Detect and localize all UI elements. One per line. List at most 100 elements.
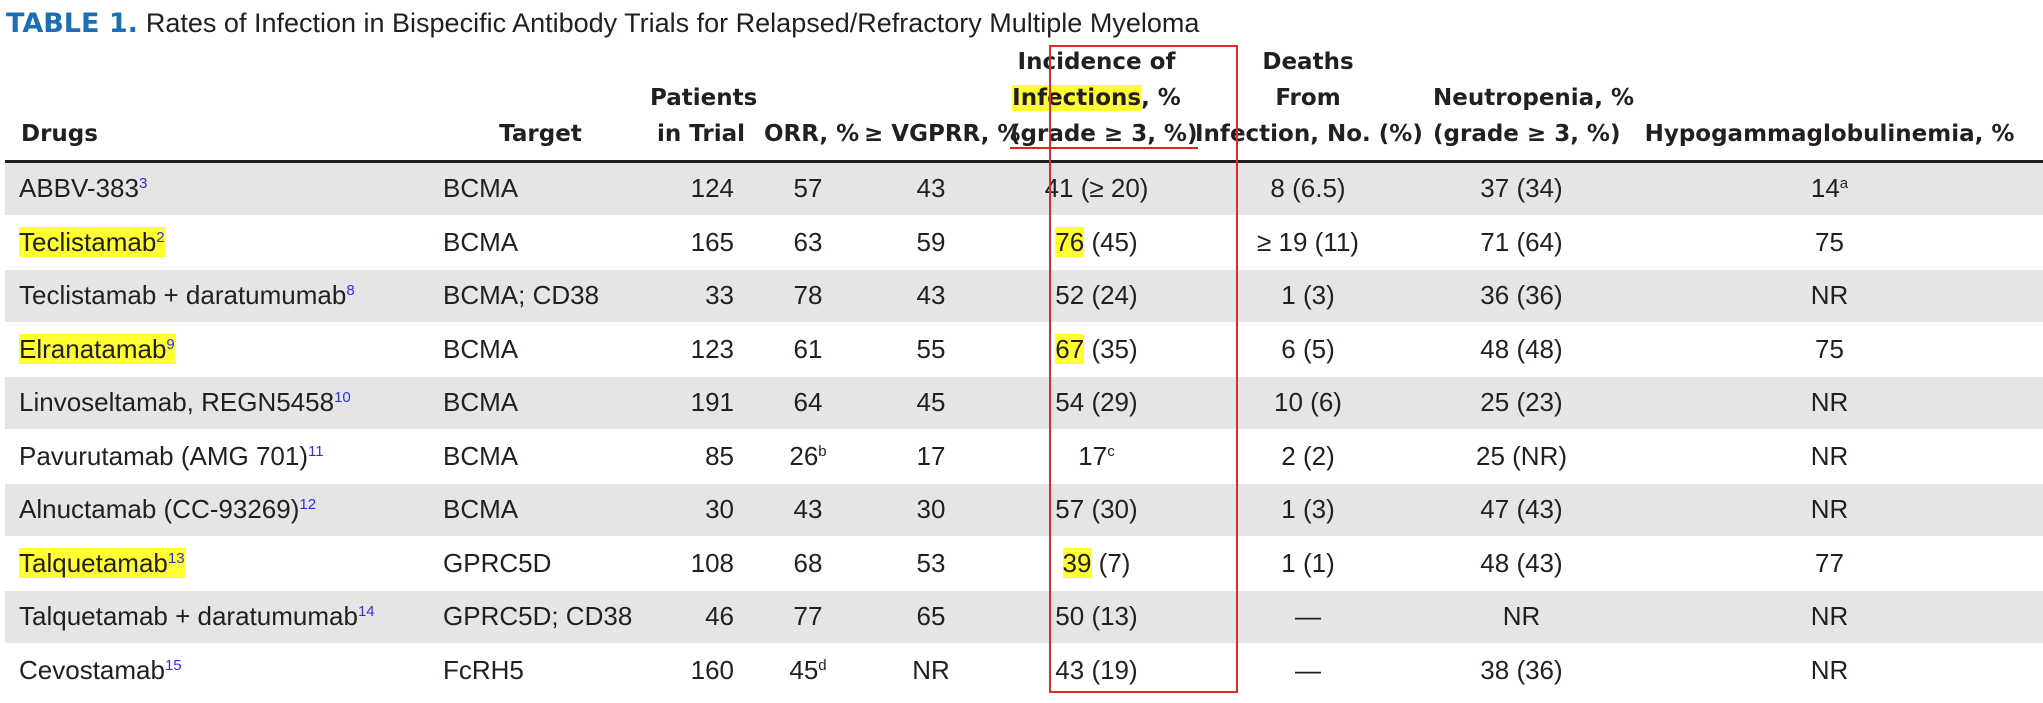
cell-drug: Alnuctamab (CC-93269)12 xyxy=(5,483,429,537)
table-row: Alnuctamab (CC-93269)12 BCMA 30 43 30 57 (30)… xyxy=(5,483,2043,537)
cell-drug: Teclistamab + daratumumab8 xyxy=(5,269,429,323)
cell-deaths: 2 (2) xyxy=(1281,440,1335,471)
orr-value: 43 xyxy=(793,494,823,525)
cell-vgprr: 45 xyxy=(916,387,946,418)
cell-deaths: 8 (6.5) xyxy=(1270,173,1346,204)
cell-drug: Cevostamab15 xyxy=(5,644,429,698)
header-infection-incidence: Incidence of Infections, % (grade ≥ 3, %) xyxy=(1010,49,1198,149)
header-target: Target xyxy=(499,121,582,147)
reference-number: 13 xyxy=(167,549,185,567)
cell-infection-incidence: 76 (45) xyxy=(1004,216,1189,270)
hypo-value: 75 xyxy=(1815,226,1844,257)
cell-deaths: 1 (1) xyxy=(1281,547,1335,578)
cell-drug: Talquetamab13 xyxy=(5,537,429,591)
cell-hypogammaglobulinemia: 75 xyxy=(1616,216,2043,270)
cell-deaths: — xyxy=(1295,654,1321,685)
header-drugs: Drugs xyxy=(21,121,98,147)
table-row: ABBV-3833 BCMA 124 57 43 41 (≥ 20) 8 (6.5) 37 (… xyxy=(5,161,2043,216)
cell-deaths: — xyxy=(1295,601,1321,632)
cell-vgprr: 65 xyxy=(916,601,946,632)
cell-orr: 64 xyxy=(758,376,858,430)
cell-vgprr: 30 xyxy=(916,494,946,525)
cell-deaths: 1 (3) xyxy=(1281,494,1335,525)
infection-grade3: (7) xyxy=(1091,547,1131,578)
orr-value: 64 xyxy=(793,387,823,418)
cell-target: BCMA xyxy=(443,333,519,364)
cell-patients: 33 xyxy=(705,280,734,311)
cell-patients: 30 xyxy=(705,494,734,525)
cell-vgprr: 59 xyxy=(916,226,946,257)
footnote-mark: b xyxy=(818,442,827,460)
infection-grade3: (45) xyxy=(1084,226,1138,257)
table-row: Teclistamab2 BCMA 165 63 59 76 (45) ≥ 19 (11) 7… xyxy=(5,216,2043,270)
orr-value: 61 xyxy=(793,333,823,364)
cell-neutropenia: 25 (23) xyxy=(1480,387,1563,418)
drug-highlight: Elranatamab9 xyxy=(19,333,175,364)
cell-orr: 78 xyxy=(758,269,858,323)
reference-number: 8 xyxy=(346,282,355,300)
hypo-value: NR xyxy=(1810,494,1849,525)
cell-deaths: ≥ 19 (11) xyxy=(1257,226,1359,257)
drug-name: Elranatamab xyxy=(19,333,167,364)
footnote-mark: a xyxy=(1839,175,1849,193)
orr-value: 77 xyxy=(793,601,823,632)
cell-drug: Elranatamab9 xyxy=(5,323,429,377)
cell-orr: 43 xyxy=(758,483,858,537)
cell-infection-incidence: 57 (30) xyxy=(1004,483,1189,537)
cell-vgprr: 43 xyxy=(916,173,946,204)
infection-rate: 50 (13) xyxy=(1055,601,1138,632)
cell-neutropenia: 48 (48) xyxy=(1480,333,1563,364)
cell-vgprr: 43 xyxy=(916,280,946,311)
orr-value: 45 xyxy=(789,654,819,685)
cell-vgprr: 53 xyxy=(916,547,946,578)
cell-deaths: 1 (3) xyxy=(1281,280,1335,311)
cell-patients: 123 xyxy=(690,333,734,364)
cell-patients: 46 xyxy=(705,601,734,632)
hypo-value: 75 xyxy=(1815,333,1844,364)
cell-target: BCMA xyxy=(443,387,519,418)
drug-name: Talquetamab xyxy=(19,547,168,578)
cell-hypogammaglobulinemia: NR xyxy=(1616,376,2043,430)
cell-drug: Pavurutamab (AMG 701)11 xyxy=(5,430,429,484)
table-row: Teclistamab + daratumumab8 BCMA; CD38 33 78… xyxy=(5,269,2043,323)
reference-number: 9 xyxy=(166,335,175,353)
hypo-value: NR xyxy=(1810,654,1849,685)
cell-infection-incidence: 50 (13) xyxy=(1004,590,1189,644)
cell-target: FcRH5 xyxy=(443,654,524,685)
table-row: Elranatamab9 BCMA 123 61 55 67 (35) 6 (5) 48 (4… xyxy=(5,323,2043,377)
drug-name: Cevostamab xyxy=(19,654,165,685)
cell-patients: 160 xyxy=(690,654,734,685)
drug-name: Pavurutamab (AMG 701) xyxy=(19,440,309,471)
cell-hypogammaglobulinemia: 14a xyxy=(1616,162,2043,216)
cell-infection-incidence: 67 (35) xyxy=(1004,323,1189,377)
reference-number: 14 xyxy=(357,603,375,621)
orr-value: 68 xyxy=(793,547,823,578)
footnote-mark: c xyxy=(1107,442,1115,460)
infection-rate: 67 xyxy=(1055,333,1085,364)
cell-orr: 68 xyxy=(758,537,858,591)
cell-neutropenia: NR xyxy=(1502,601,1541,632)
hypo-value: NR xyxy=(1810,280,1849,311)
cell-target: BCMA xyxy=(443,173,519,204)
table-label: TABLE 1. xyxy=(6,8,138,39)
cell-patients: 124 xyxy=(690,173,734,204)
hypo-value: NR xyxy=(1810,601,1849,632)
cell-neutropenia: 25 (NR) xyxy=(1475,440,1567,471)
header-patients: Patients in Trial xyxy=(650,85,758,147)
infection-rate: 76 xyxy=(1055,226,1085,257)
cell-orr: 45d xyxy=(758,644,858,698)
drug-name: Alnuctamab (CC-93269) xyxy=(19,494,300,525)
hypo-value: 77 xyxy=(1815,547,1844,578)
orr-value: 63 xyxy=(793,226,823,257)
cell-vgprr: 17 xyxy=(916,440,946,471)
cell-infection-incidence: 54 (29) xyxy=(1004,376,1189,430)
cell-patients: 191 xyxy=(690,387,734,418)
drug-name: Teclistamab + daratumumab xyxy=(19,280,347,311)
cell-orr: 57 xyxy=(758,162,858,216)
header-hypogammaglobulinemia: Hypogammaglobulinemia, % xyxy=(1644,121,2015,147)
cell-deaths: 6 (5) xyxy=(1281,333,1335,364)
drug-name: ABBV-383 xyxy=(19,173,139,204)
cell-infection-incidence: 17c xyxy=(1004,430,1189,484)
cell-hypogammaglobulinemia: NR xyxy=(1616,644,2043,698)
hypo-value: 14 xyxy=(1810,173,1840,204)
